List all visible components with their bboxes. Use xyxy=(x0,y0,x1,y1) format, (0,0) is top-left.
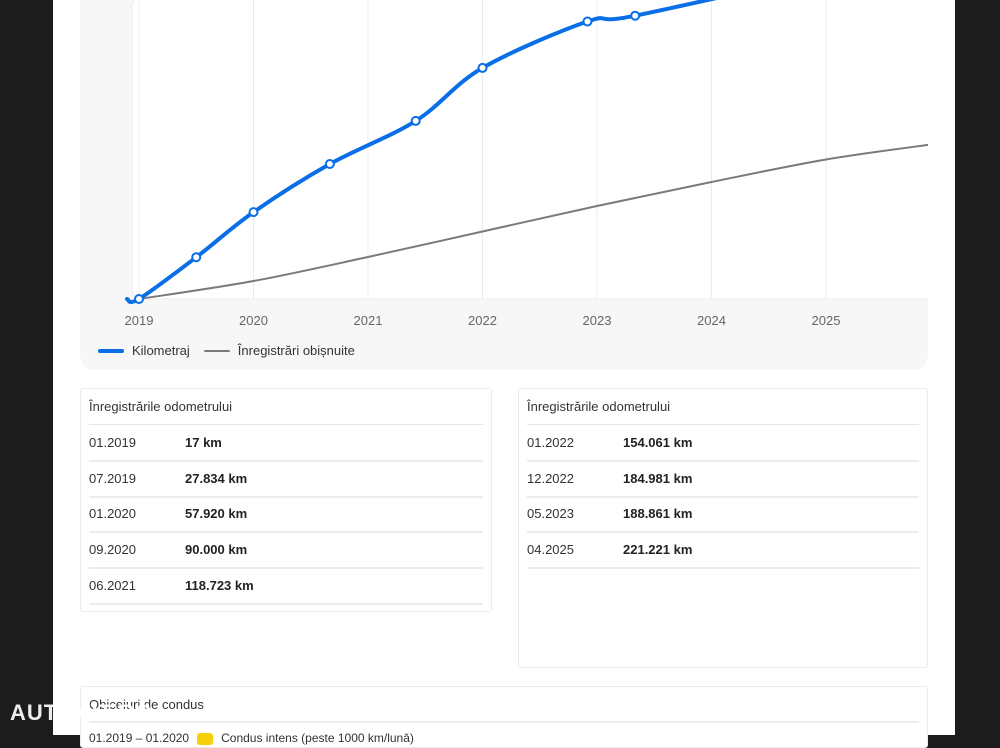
data-point xyxy=(191,252,202,263)
data-point xyxy=(248,207,259,218)
row-mileage: 90.000 km xyxy=(185,542,248,558)
row-mileage: 184.981 km xyxy=(623,470,693,486)
data-point xyxy=(324,159,335,169)
legend-label-mileage: Kilometraj xyxy=(132,343,190,358)
x-tick-label: 2019 xyxy=(125,313,154,328)
divider xyxy=(527,424,919,425)
x-tick-label: 2024 xyxy=(697,313,726,328)
habits-row: 01.2019 – 01.2020 Condus intens (peste 10… xyxy=(89,731,414,745)
row-mileage: 57.920 km xyxy=(185,506,248,522)
habits-period: 01.2019 – 01.2020 xyxy=(89,731,190,745)
row-mileage: 118.723 km xyxy=(185,577,254,593)
data-point xyxy=(410,115,421,126)
legend-label-typical: Înregistrări obișnuite xyxy=(237,343,355,358)
data-point xyxy=(582,16,593,27)
table-row: 01.2022 154.061 km xyxy=(527,425,919,462)
row-date: 12.2022 xyxy=(527,470,574,486)
divider xyxy=(89,721,919,723)
odometer-table-right: Înregistrările odometrului 01.2022 154.06… xyxy=(518,388,928,668)
x-tick-label: 2025 xyxy=(812,313,841,328)
row-mileage: 17 km xyxy=(185,435,222,450)
chart-legend: Kilometraj Înregistrări obișnuite xyxy=(98,343,369,358)
table-row: 07.2019 27.834 km xyxy=(89,461,483,498)
x-tick-label: 2020 xyxy=(239,313,268,328)
row-date: 05.2023 xyxy=(527,506,574,522)
row-date: 01.2019 xyxy=(89,435,136,450)
row-date: 06.2021 xyxy=(89,577,136,593)
table-row: 01.2019 17 km xyxy=(89,425,483,462)
driving-habits-card: Obiceiuri de condus 01.2019 – 01.2020 Con… xyxy=(80,686,928,748)
row-mileage: 27.834 km xyxy=(185,470,248,486)
row-mileage: 154.061 km xyxy=(623,435,693,450)
site-logo: AUTOVIT.RO xyxy=(10,700,153,725)
row-mileage: 221.221 km xyxy=(623,542,693,558)
legend-swatch-mileage xyxy=(98,348,124,353)
table-row: 06.2021 118.723 km xyxy=(89,568,483,605)
row-mileage: 188.861 km xyxy=(623,506,693,522)
mileage-chart: 2019 2020 2021 2022 2023 2024 2025 xyxy=(125,0,928,328)
habits-text: Condus intens (peste 1000 km/lună) xyxy=(221,731,414,745)
data-point xyxy=(630,10,641,21)
habits-title: Obiceiuri de condus xyxy=(89,697,204,712)
legend-swatch-typical xyxy=(203,349,230,352)
x-tick-label: 2021 xyxy=(354,313,383,328)
report-page: 2019 2020 2021 2022 2023 2024 2025 Kilometraj … xyxy=(53,0,955,748)
table-row: 04.2025 221.221 km xyxy=(527,532,919,570)
table-title: Înregistrările odometrului xyxy=(527,399,671,414)
row-date: 07.2019 xyxy=(89,470,136,486)
row-date: 09.2020 xyxy=(89,542,136,558)
plot-area xyxy=(131,0,928,300)
table-row: 09.2020 90.000 km xyxy=(89,532,483,570)
row-date: 01.2022 xyxy=(527,435,574,450)
x-tick-label: 2022 xyxy=(468,313,497,328)
mileage-chart-card: 2019 2020 2021 2022 2023 2024 2025 Kilometraj … xyxy=(80,0,928,370)
data-point xyxy=(134,293,144,304)
row-date: 01.2020 xyxy=(89,506,136,522)
table-row: 05.2023 188.861 km xyxy=(527,496,919,534)
table-row: 12.2022 184.981 km xyxy=(527,461,919,498)
x-tick-label: 2023 xyxy=(583,313,612,328)
series-line-typical xyxy=(138,143,928,300)
legend-item-typical: Înregistrări obișnuite xyxy=(203,343,355,358)
legend-item-mileage: Kilometraj xyxy=(98,343,190,358)
table-row: 01.2020 57.920 km xyxy=(89,496,483,534)
data-point xyxy=(477,62,488,73)
table-title: Înregistrările odometrului xyxy=(89,399,233,414)
divider xyxy=(89,424,483,425)
row-date: 04.2025 xyxy=(527,542,574,558)
odometer-table-left: Înregistrările odometrului 01.2019 17 km 0… xyxy=(80,388,492,612)
